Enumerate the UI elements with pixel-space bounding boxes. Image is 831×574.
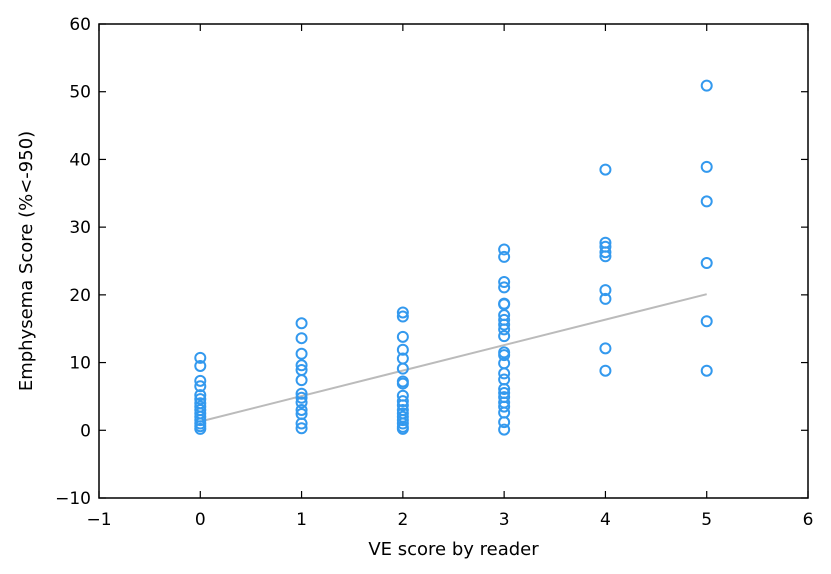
data-point: [498, 243, 511, 256]
y-tick-label: 40: [69, 150, 91, 170]
y-tick-label: −10: [55, 489, 91, 509]
data-point: [498, 281, 511, 294]
data-point: [498, 275, 511, 288]
data-point: [599, 250, 612, 263]
data-point: [396, 395, 409, 408]
x-tick-label: 1: [296, 510, 307, 530]
data-point: [194, 359, 207, 372]
trend-line: [200, 293, 707, 423]
data-point: [498, 318, 511, 331]
data-point: [396, 306, 409, 319]
x-tick-label: 0: [195, 510, 206, 530]
data-point: [295, 391, 308, 404]
y-tick-label: 20: [69, 286, 91, 306]
data-point: [498, 423, 511, 436]
y-tick-label: 0: [80, 421, 91, 441]
y-axis-label: Emphysema Score (%<-950): [16, 131, 37, 391]
x-tick-label: 4: [600, 510, 611, 530]
data-point: [295, 374, 308, 387]
data-point: [396, 414, 409, 427]
chart-marks: [194, 79, 713, 436]
data-point: [194, 422, 207, 435]
y-tick-label: 10: [69, 354, 91, 374]
data-point: [700, 257, 713, 270]
data-point: [295, 332, 308, 345]
data-point: [498, 400, 511, 413]
data-point: [396, 377, 409, 390]
y-tick-label: 50: [69, 83, 91, 103]
x-tick-label: 2: [397, 510, 408, 530]
data-point: [700, 364, 713, 377]
data-point: [295, 422, 308, 435]
data-point: [295, 347, 308, 360]
data-point: [396, 310, 409, 323]
data-point: [599, 246, 612, 259]
data-point: [396, 362, 409, 375]
data-point: [498, 416, 511, 429]
data-point: [295, 403, 308, 416]
x-axis-label: VE score by reader: [368, 539, 539, 560]
data-point: [396, 343, 409, 356]
data-point: [194, 374, 207, 387]
data-point: [295, 417, 308, 430]
data-point: [295, 359, 308, 372]
data-point: [599, 292, 612, 305]
data-point: [396, 399, 409, 412]
x-tick-label: 6: [803, 510, 814, 530]
data-point: [700, 79, 713, 92]
data-point: [295, 317, 308, 330]
data-point: [700, 315, 713, 328]
data-point: [700, 195, 713, 208]
x-tick-label: 5: [701, 510, 712, 530]
plot-frame: [98, 23, 809, 499]
data-point: [700, 160, 713, 173]
data-point: [498, 382, 511, 395]
data-point: [194, 414, 207, 427]
data-point: [599, 342, 612, 355]
data-point: [498, 323, 511, 336]
x-tick-label: 3: [499, 510, 510, 530]
data-point: [295, 396, 308, 409]
data-point: [194, 380, 207, 393]
data-point: [498, 349, 511, 362]
data-point: [194, 389, 207, 402]
data-point: [599, 284, 612, 297]
data-point: [396, 417, 409, 430]
data-point: [599, 163, 612, 176]
data-point: [498, 330, 511, 343]
data-point: [498, 250, 511, 263]
x-tick-label: −1: [86, 510, 111, 530]
data-point: [295, 387, 308, 400]
data-point: [498, 367, 511, 380]
data-point: [396, 422, 409, 435]
y-tick-label: 30: [69, 218, 91, 238]
data-point: [194, 351, 207, 364]
y-tick-label: 60: [69, 15, 91, 35]
data-point: [599, 364, 612, 377]
data-point: [396, 330, 409, 343]
